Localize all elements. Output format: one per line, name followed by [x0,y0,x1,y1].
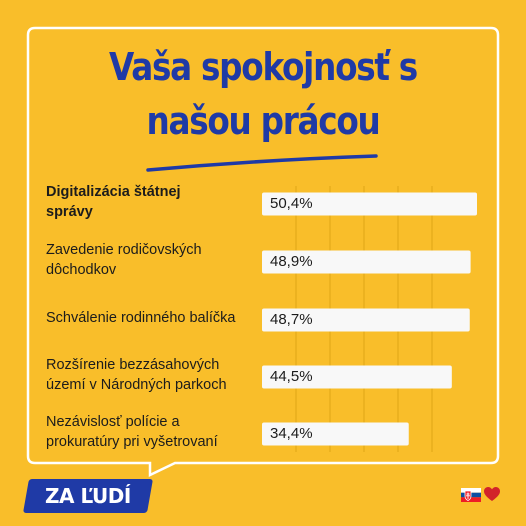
heart-icon [484,487,500,501]
bar-category-label: Digitalizácia štátnej správy [46,182,256,222]
bar-category-label: Schválenie rodinného balíčka [46,308,256,328]
za-ludi-logo: ZA ĽUDÍ [23,479,153,513]
bar-category-label-line: dôchodkov [46,262,117,278]
bar-value-label: 44,5% [270,368,313,385]
bar-category-label-line: Nezávislosť polície a [46,414,180,430]
bar-value-label: 48,9% [270,253,313,270]
slovak-flag-icon [461,488,481,502]
bar-5 [262,422,409,446]
page-title-line-2: našou prácou [146,99,380,143]
bar-category-label: Rozšírenie bezzásahových území v Národnýc… [46,355,256,395]
bar-category-label-line: správy [46,204,93,220]
bar-value-label: 48,7% [270,311,313,328]
bar-category-label-line: Digitalizácia štátnej [46,184,181,200]
bar-4 [262,365,452,389]
bar-1 [262,192,477,216]
bar-3 [262,308,470,332]
bar-category-label: Nezávislosť polície a prokuratúry pri vyš… [46,412,256,452]
page-title-line-1: Vaša spokojnosť s [109,45,418,89]
bar-value-label: 34,4% [270,425,313,442]
bar-category-label-line: Schválenie rodinného balíčka [46,310,236,326]
bar-category-label-line: Zavedenie rodičovských [46,242,202,258]
logo-text: ZA ĽUDÍ [45,484,131,508]
bar-2 [262,250,471,274]
bar-category-label: Zavedenie rodičovských dôchodkov [46,240,256,280]
bar-category-label-line: území v Národných parkoch [46,377,227,393]
bar-category-label-line: prokuratúry pri vyšetrovaní [46,434,218,450]
bar-value-label: 50,4% [270,195,313,212]
bar-category-label-line: Rozšírenie bezzásahových [46,357,220,373]
